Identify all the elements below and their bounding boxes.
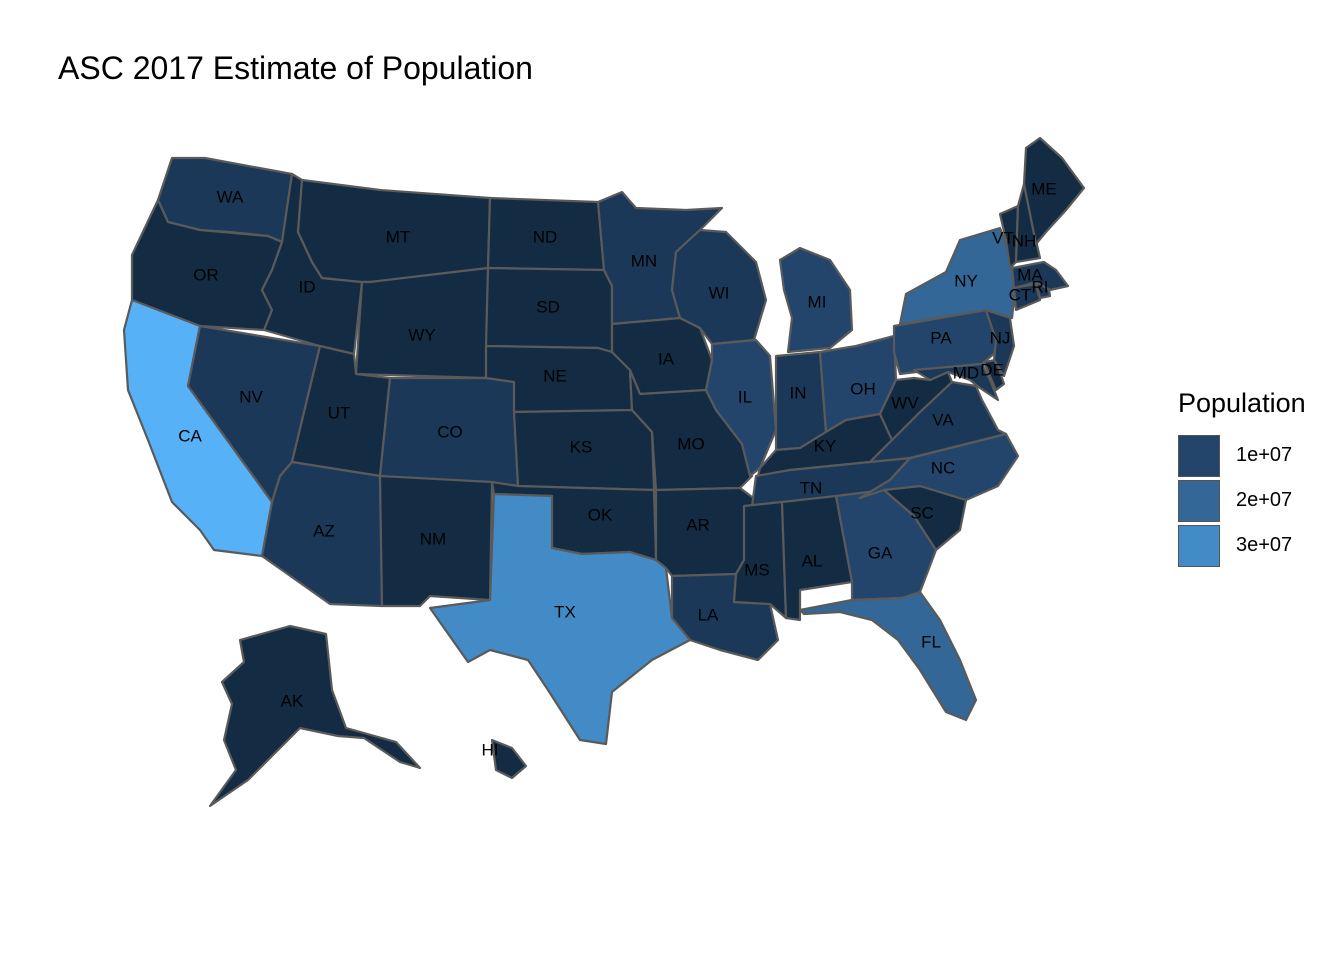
map-title: ASC 2017 Estimate of Population (58, 50, 533, 86)
legend-key-3: 3e+07 (1178, 523, 1306, 568)
label-CT: CT (1009, 285, 1032, 304)
label-MN: MN (631, 251, 657, 270)
label-MT: MT (386, 227, 411, 246)
label-SD: SD (536, 297, 560, 316)
state-NH[interactable] (1014, 182, 1042, 264)
label-WA: WA (217, 187, 244, 206)
label-KY: KY (814, 436, 837, 455)
label-NY: NY (954, 271, 978, 290)
label-UT: UT (328, 403, 351, 422)
label-RI: RI (1032, 277, 1049, 296)
label-CA: CA (178, 426, 202, 445)
label-CO: CO (437, 422, 463, 441)
state-MD[interactable] (912, 362, 1000, 402)
legend-swatch-1 (1178, 434, 1220, 477)
label-NE: NE (543, 366, 567, 385)
label-ND: ND (533, 227, 558, 246)
state-ME[interactable] (1022, 136, 1086, 246)
label-IL: IL (738, 387, 752, 406)
state-DE[interactable] (982, 358, 1006, 392)
label-TN: TN (800, 478, 823, 497)
label-VA: VA (932, 410, 954, 429)
label-LA: LA (698, 605, 719, 624)
state-HI[interactable] (490, 738, 528, 780)
label-OR: OR (193, 265, 219, 284)
label-WY: WY (408, 325, 435, 344)
legend-swatch-3 (1178, 524, 1220, 567)
label-ME: ME (1031, 179, 1057, 198)
label-KS: KS (570, 437, 593, 456)
label-WI: WI (709, 283, 730, 302)
state-TX[interactable] (428, 492, 692, 746)
state-AK[interactable] (208, 624, 422, 808)
state-MA[interactable] (1010, 260, 1070, 292)
legend-label-2: 2e+07 (1236, 489, 1293, 511)
state-CT[interactable] (1012, 282, 1042, 312)
label-NC: NC (931, 458, 956, 477)
label-MO: MO (677, 434, 704, 453)
label-AZ: AZ (313, 521, 335, 540)
legend-key-2: 2e+07 (1178, 478, 1306, 523)
label-FL: FL (921, 632, 941, 651)
legend-key-1: 1e+07 (1178, 433, 1306, 478)
label-AL: AL (802, 551, 823, 570)
label-NM: NM (420, 529, 446, 548)
legend: Population 1e+07 2e+07 3e+07 (1178, 388, 1306, 568)
label-AR: AR (686, 515, 710, 534)
label-GA: GA (868, 543, 893, 562)
label-MA: MA (1017, 265, 1043, 284)
label-NV: NV (239, 387, 263, 406)
label-HI: HI (482, 740, 499, 759)
legend-label-3: 3e+07 (1236, 534, 1293, 556)
state-IL[interactable] (704, 338, 778, 478)
legend-swatch-2 (1178, 479, 1220, 522)
label-VT: VT (992, 228, 1014, 247)
state-MO[interactable] (628, 368, 754, 492)
label-MI: MI (808, 292, 827, 311)
state-VT[interactable] (998, 204, 1020, 270)
label-TX: TX (554, 602, 576, 621)
state-FL[interactable] (798, 590, 978, 722)
label-NJ: NJ (990, 328, 1011, 347)
legend-title: Population (1178, 388, 1306, 418)
legend-label-1: 1e+07 (1236, 444, 1293, 466)
label-IA: IA (658, 349, 675, 368)
label-MD: MD (953, 363, 979, 382)
label-OH: OH (850, 379, 876, 398)
state-MI[interactable] (778, 246, 854, 354)
label-PA: PA (930, 328, 952, 347)
label-MS: MS (744, 560, 770, 579)
label-WV: WV (891, 393, 919, 412)
label-ID: ID (299, 277, 316, 296)
label-DE: DE (980, 360, 1004, 379)
label-AK: AK (281, 691, 304, 710)
label-NH: NH (1012, 231, 1037, 250)
label-IN: IN (790, 383, 807, 402)
label-OK: OK (588, 505, 613, 524)
state-WY[interactable] (354, 266, 490, 380)
label-SC: SC (910, 503, 934, 522)
